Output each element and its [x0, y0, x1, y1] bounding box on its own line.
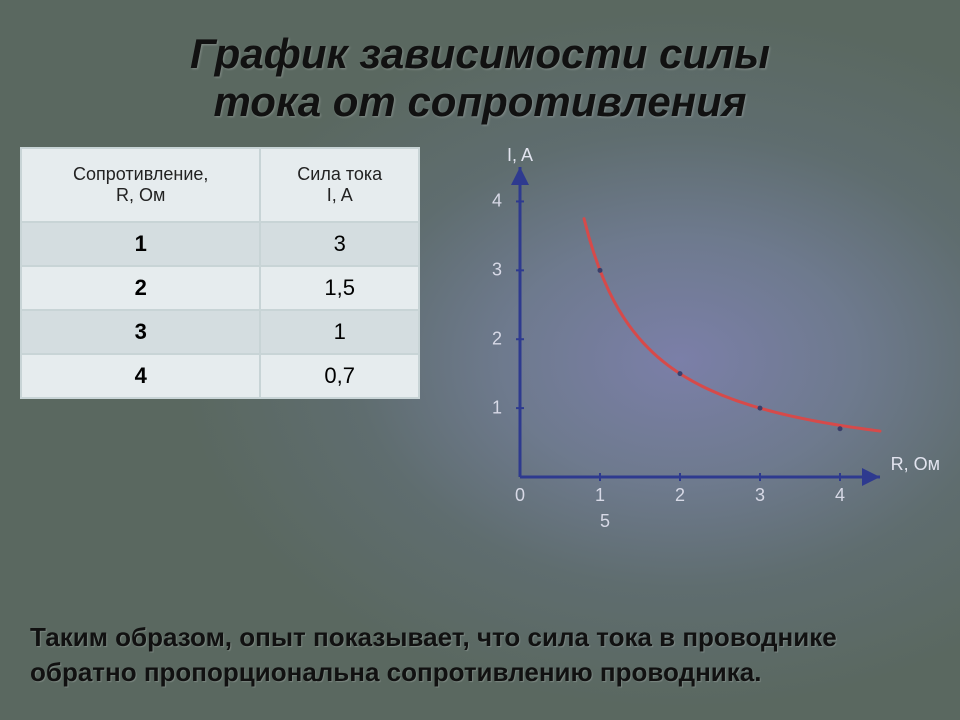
title-line-1: График зависимости силы: [50, 30, 910, 78]
cell-i: 1,5: [260, 266, 419, 310]
x-tick-label: 2: [675, 485, 685, 506]
title-line-2: тока от сопротивления: [50, 78, 910, 126]
table-row: 4 0,7: [21, 354, 419, 398]
y-tick-label: 3: [492, 259, 502, 280]
chart-svg: [510, 167, 910, 527]
x-tick-label: 3: [755, 485, 765, 506]
table-header-row: Сопротивление, R, Ом Сила тока I, A: [21, 148, 419, 222]
y-axis-label: I, A: [507, 145, 533, 166]
line-chart: I, A R, Ом 1234012345: [440, 147, 930, 547]
cell-i: 3: [260, 222, 419, 266]
x-tick-extra: 5: [600, 511, 610, 532]
x-tick-label: 4: [835, 485, 845, 506]
x-axis-label: R, Ом: [891, 454, 940, 475]
col-header-resistance: Сопротивление, R, Ом: [21, 148, 260, 222]
y-tick-label: 1: [492, 397, 502, 418]
cell-i: 1: [260, 310, 419, 354]
table-row: 1 3: [21, 222, 419, 266]
cell-i: 0,7: [260, 354, 419, 398]
data-table: Сопротивление, R, Ом Сила тока I, A 1 3 …: [20, 147, 420, 547]
y-tick-label: 2: [492, 328, 502, 349]
cell-r: 4: [21, 354, 260, 398]
table-row: 2 1,5: [21, 266, 419, 310]
table-row: 3 1: [21, 310, 419, 354]
cell-r: 1: [21, 222, 260, 266]
y-tick-label: 4: [492, 191, 502, 212]
col-header-current: Сила тока I, A: [260, 148, 419, 222]
x-tick-label: 0: [515, 485, 525, 506]
page-title: График зависимости силы тока от сопротив…: [0, 0, 960, 137]
conclusion-text: Таким образом, опыт показывает, что сила…: [30, 620, 930, 690]
cell-r: 3: [21, 310, 260, 354]
cell-r: 2: [21, 266, 260, 310]
x-tick-label: 1: [595, 485, 605, 506]
